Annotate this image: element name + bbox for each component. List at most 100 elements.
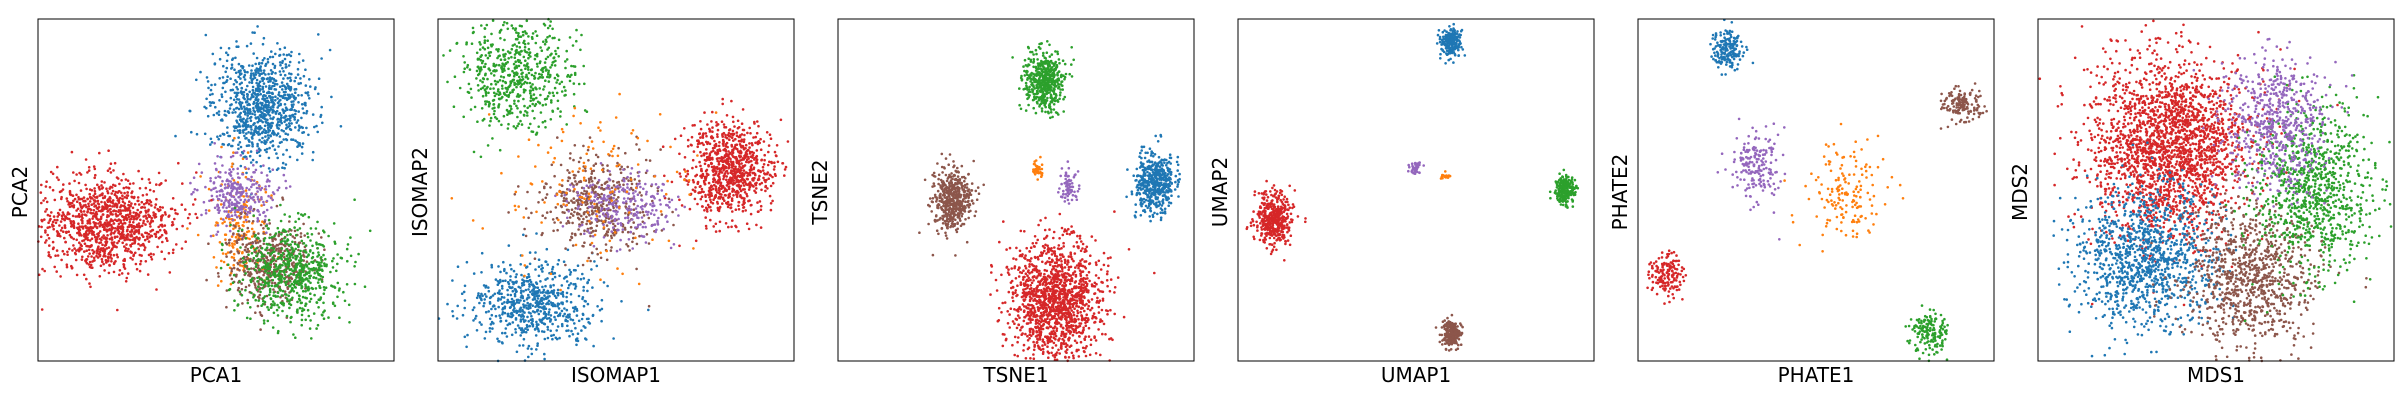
data-point bbox=[524, 288, 528, 292]
data-point bbox=[498, 54, 501, 57]
data-point bbox=[72, 171, 75, 174]
data-point bbox=[720, 120, 724, 123]
data-point bbox=[250, 128, 253, 131]
data-point bbox=[112, 169, 115, 172]
data-point bbox=[256, 252, 260, 255]
data-point bbox=[65, 265, 69, 269]
data-point bbox=[61, 249, 65, 253]
data-point bbox=[249, 76, 252, 80]
data-point bbox=[309, 239, 312, 242]
data-point bbox=[224, 171, 227, 174]
data-point bbox=[250, 272, 253, 276]
data-point bbox=[262, 69, 266, 72]
data-point bbox=[92, 230, 95, 234]
data-point bbox=[106, 234, 109, 237]
data-point bbox=[260, 197, 263, 201]
data-point bbox=[276, 314, 280, 317]
data-point bbox=[521, 33, 525, 37]
data-point bbox=[132, 224, 136, 228]
data-point bbox=[244, 175, 248, 179]
data-point bbox=[129, 245, 133, 248]
data-point bbox=[533, 327, 537, 331]
data-point bbox=[249, 208, 252, 212]
data-point bbox=[110, 260, 113, 263]
data-point bbox=[308, 300, 312, 303]
data-point bbox=[286, 257, 289, 260]
data-point bbox=[69, 235, 73, 239]
data-point bbox=[483, 35, 486, 39]
data-point bbox=[300, 103, 304, 106]
data-point bbox=[484, 54, 488, 57]
data-point bbox=[257, 133, 260, 136]
data-point bbox=[124, 178, 128, 181]
data-point bbox=[520, 331, 524, 334]
data-point bbox=[245, 316, 249, 320]
data-point bbox=[106, 210, 109, 213]
data-point bbox=[285, 53, 289, 57]
data-point bbox=[707, 181, 711, 185]
data-point bbox=[248, 259, 252, 263]
data-point bbox=[527, 344, 531, 348]
data-point bbox=[60, 226, 64, 230]
data-point bbox=[232, 151, 235, 154]
data-point bbox=[267, 80, 270, 83]
data-point bbox=[259, 92, 263, 96]
data-point bbox=[297, 248, 300, 252]
data-point bbox=[231, 218, 235, 222]
data-point bbox=[55, 270, 58, 273]
data-point bbox=[224, 186, 228, 189]
data-point bbox=[526, 347, 530, 350]
data-point bbox=[282, 153, 285, 156]
data-point bbox=[487, 100, 491, 104]
data-point bbox=[280, 247, 284, 250]
data-point bbox=[143, 246, 147, 249]
data-point bbox=[543, 357, 546, 361]
data-point bbox=[353, 198, 356, 201]
data-point bbox=[267, 86, 271, 90]
data-point bbox=[284, 118, 288, 122]
data-point bbox=[242, 94, 246, 97]
data-point bbox=[498, 314, 501, 317]
data-point bbox=[50, 211, 53, 214]
data-point bbox=[555, 81, 558, 84]
data-point bbox=[300, 259, 304, 262]
data-point bbox=[200, 171, 204, 174]
data-point bbox=[105, 247, 109, 250]
data-point bbox=[545, 97, 549, 100]
data-point bbox=[82, 196, 86, 199]
data-point bbox=[238, 227, 241, 230]
data-point bbox=[228, 229, 232, 233]
data-point bbox=[511, 69, 514, 73]
data-point bbox=[255, 95, 258, 99]
data-point bbox=[555, 296, 558, 300]
data-point bbox=[505, 99, 508, 102]
data-point bbox=[294, 139, 297, 142]
data-point bbox=[288, 299, 291, 303]
data-point bbox=[266, 138, 269, 142]
data-point bbox=[171, 220, 174, 224]
data-point bbox=[232, 125, 236, 128]
data-point bbox=[566, 313, 570, 317]
data-point bbox=[137, 230, 141, 233]
data-point bbox=[85, 214, 88, 217]
data-point bbox=[582, 325, 585, 328]
data-point bbox=[233, 91, 237, 95]
data-point bbox=[141, 194, 145, 197]
data-point bbox=[284, 109, 287, 113]
data-point bbox=[500, 84, 504, 88]
data-point bbox=[285, 186, 288, 190]
data-point bbox=[573, 71, 577, 75]
data-point bbox=[96, 183, 99, 187]
data-point bbox=[262, 284, 266, 287]
data-point bbox=[560, 80, 564, 84]
data-point bbox=[483, 337, 487, 340]
data-point bbox=[552, 94, 555, 97]
data-point bbox=[323, 248, 326, 251]
data-point bbox=[520, 123, 524, 126]
data-point bbox=[540, 264, 543, 267]
data-point bbox=[518, 344, 521, 347]
data-point bbox=[248, 108, 251, 111]
data-point bbox=[306, 308, 310, 312]
data-point bbox=[247, 206, 251, 210]
data-point bbox=[229, 282, 233, 286]
